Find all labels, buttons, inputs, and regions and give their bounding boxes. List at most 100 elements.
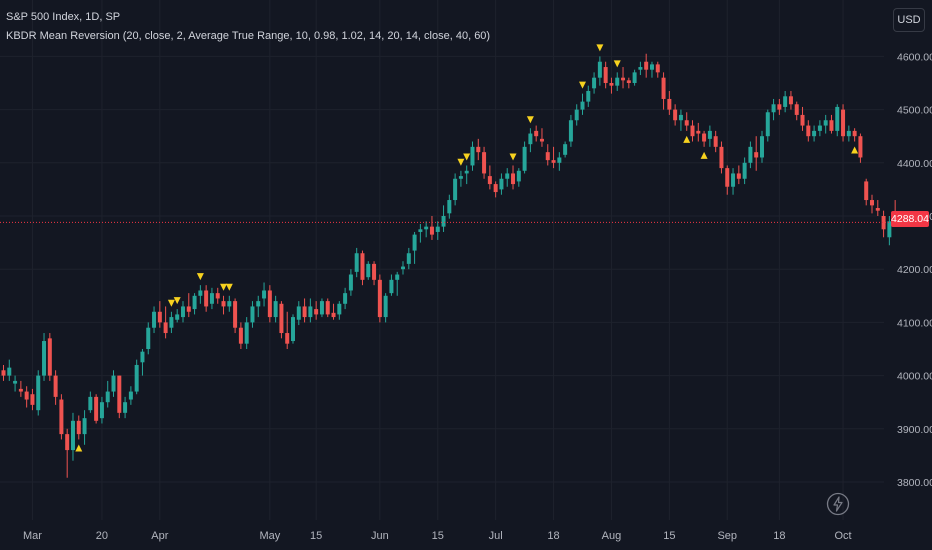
candle-body — [285, 333, 290, 344]
time-axis-tick-label: 15 — [663, 530, 675, 542]
candle-body — [806, 125, 811, 137]
candle-body — [395, 274, 400, 280]
candle-body — [319, 301, 324, 315]
candle-body — [152, 311, 157, 328]
candle-body — [684, 120, 689, 126]
time-axis-tick-label: 18 — [773, 530, 785, 542]
signal-marker-down — [596, 44, 604, 52]
candle-body — [88, 396, 93, 411]
time-axis-tick-label: 20 — [96, 530, 108, 542]
candle-body — [765, 112, 770, 137]
candle-body — [783, 96, 788, 107]
time-axis-tick-label: Jun — [371, 530, 389, 542]
candle-body — [406, 253, 411, 264]
last-price-label: 4288.04 — [891, 211, 929, 227]
time-axis-tick-label: 15 — [310, 530, 322, 542]
candle-body — [638, 67, 643, 70]
candle-body — [169, 317, 174, 328]
candle-body — [30, 394, 35, 405]
candle-body — [209, 293, 214, 304]
signal-marker-up — [851, 146, 859, 154]
candle-body — [788, 96, 793, 105]
signal-marker-down — [509, 153, 517, 161]
price-axis-tick-label: 3900.00 — [897, 424, 932, 436]
candle-body — [53, 375, 58, 397]
price-axis-tick-label: 4200.00 — [897, 264, 932, 276]
candle-body — [146, 327, 151, 349]
currency-button[interactable]: USD — [893, 8, 925, 32]
candle-body — [464, 170, 469, 174]
candle-body — [134, 364, 139, 392]
candle-body — [82, 418, 87, 435]
candle-body — [557, 157, 562, 163]
candle-body — [291, 317, 295, 342]
indicator-legend[interactable]: KBDR Mean Reversion (20, close, 2, Avera… — [6, 30, 491, 42]
candle-body — [244, 322, 249, 344]
candle-body — [221, 301, 226, 307]
candle-body — [823, 120, 828, 126]
candle-body — [516, 170, 521, 182]
symbol-legend[interactable]: S&P 500 Index, 1D, SP — [6, 11, 121, 23]
signal-marker-down — [167, 299, 175, 307]
price-axis-tick-label: 4100.00 — [897, 317, 932, 329]
candle-body — [424, 226, 429, 230]
candle-body — [308, 306, 313, 318]
candle-body — [621, 77, 626, 81]
candle-body — [800, 114, 805, 126]
candle-body — [24, 391, 29, 400]
candle-body — [754, 152, 759, 158]
candle-body — [563, 144, 568, 155]
candle-body — [13, 380, 18, 384]
price-axis[interactable]: 3800.003900.004000.004100.004200.004300.… — [897, 51, 932, 489]
candle-body — [128, 391, 133, 400]
candle-body — [522, 146, 527, 171]
candle-body — [256, 301, 261, 307]
candle-body — [65, 434, 70, 451]
candle-body — [42, 341, 47, 376]
time-axis-tick-label: Aug — [602, 530, 622, 542]
candle-body — [94, 396, 99, 421]
candle-body — [111, 375, 116, 392]
candle-body — [875, 208, 880, 211]
candle-body — [759, 136, 764, 158]
candle-body — [511, 173, 516, 185]
candle-body — [279, 303, 284, 334]
candle-body — [163, 322, 168, 334]
candle-body — [817, 125, 822, 131]
candle-body — [441, 216, 446, 227]
candle-body — [325, 301, 330, 315]
candle-body — [117, 375, 122, 413]
candle-body — [852, 130, 857, 137]
candle-body — [302, 306, 307, 318]
candle-body — [360, 253, 365, 280]
candle-body — [632, 72, 637, 83]
candle-body — [140, 351, 145, 363]
candle-body — [372, 263, 377, 280]
price-axis-tick-label: 4000.00 — [897, 371, 932, 383]
candle-body — [192, 295, 197, 310]
candle-body — [661, 77, 666, 99]
candle-body — [227, 301, 232, 307]
candle-body — [690, 125, 695, 137]
lightning-bolt-icon[interactable] — [826, 492, 850, 516]
candle-body — [348, 274, 353, 291]
candle-body — [435, 226, 440, 232]
signal-markers — [75, 44, 859, 452]
signal-marker-down — [457, 158, 465, 166]
candle-body — [18, 388, 23, 392]
candle-body — [870, 200, 874, 206]
time-axis[interactable]: Mar 20 Apr May 15 Jun 15 Jul 18 Aug 15 Sep 18 Oct — [23, 530, 852, 542]
time-axis-tick-label: 18 — [547, 530, 559, 542]
price-axis-tick-label: 3800.00 — [897, 477, 932, 489]
candle-body — [482, 152, 487, 174]
candle-body — [592, 77, 597, 89]
candle-body — [742, 162, 747, 179]
signal-marker-down — [225, 283, 233, 291]
candle-body — [615, 77, 620, 86]
price-axis-tick-label: 4600.00 — [897, 51, 932, 63]
signal-marker-up — [75, 444, 83, 452]
time-axis-tick-label: Apr — [151, 530, 168, 542]
candle-body — [748, 146, 753, 163]
candle-body — [401, 266, 406, 270]
